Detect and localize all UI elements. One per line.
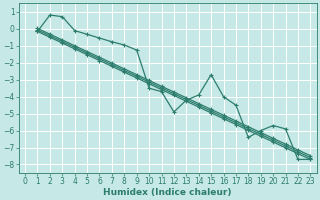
X-axis label: Humidex (Indice chaleur): Humidex (Indice chaleur)	[103, 188, 232, 197]
